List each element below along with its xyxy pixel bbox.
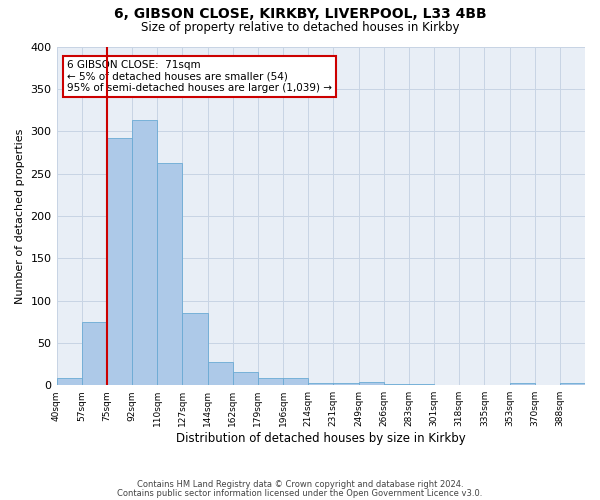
X-axis label: Distribution of detached houses by size in Kirkby: Distribution of detached houses by size … <box>176 432 466 445</box>
Bar <box>208 362 233 385</box>
Bar <box>509 382 535 385</box>
Bar <box>560 382 585 385</box>
Bar <box>107 138 132 385</box>
Text: Size of property relative to detached houses in Kirkby: Size of property relative to detached ho… <box>141 21 459 34</box>
Bar <box>283 378 308 385</box>
Bar <box>334 382 359 385</box>
Bar <box>359 382 383 385</box>
Text: 6, GIBSON CLOSE, KIRKBY, LIVERPOOL, L33 4BB: 6, GIBSON CLOSE, KIRKBY, LIVERPOOL, L33 … <box>113 8 487 22</box>
Y-axis label: Number of detached properties: Number of detached properties <box>15 128 25 304</box>
Text: 6 GIBSON CLOSE:  71sqm
← 5% of detached houses are smaller (54)
95% of semi-deta: 6 GIBSON CLOSE: 71sqm ← 5% of detached h… <box>67 60 332 93</box>
Bar <box>157 162 182 385</box>
Bar <box>132 120 157 385</box>
Bar <box>258 378 283 385</box>
Text: Contains HM Land Registry data © Crown copyright and database right 2024.: Contains HM Land Registry data © Crown c… <box>137 480 463 489</box>
Bar <box>56 378 82 385</box>
Bar <box>182 313 208 385</box>
Bar <box>82 322 107 385</box>
Bar <box>383 384 409 385</box>
Text: Contains public sector information licensed under the Open Government Licence v3: Contains public sector information licen… <box>118 488 482 498</box>
Bar <box>409 384 434 385</box>
Bar <box>233 372 258 385</box>
Bar <box>308 382 334 385</box>
